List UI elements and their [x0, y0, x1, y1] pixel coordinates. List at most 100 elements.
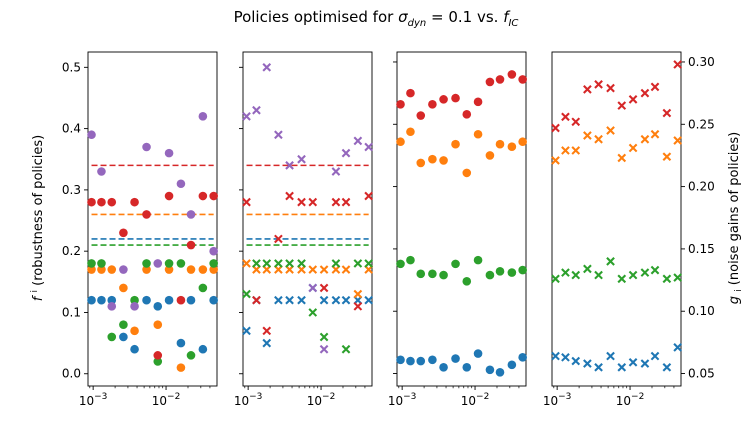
- data-point-red: [285, 191, 294, 201]
- data-point-red: [364, 191, 374, 201]
- data-point-blue: [142, 295, 151, 305]
- data-point-orange: [406, 127, 415, 137]
- title-eq: = 0.1: [426, 8, 472, 26]
- data-point-purple: [364, 142, 374, 152]
- data-point-blue: [331, 295, 341, 305]
- data-point-purple: [176, 179, 186, 189]
- data-point-red: [583, 85, 592, 94]
- data-point-blue: [571, 356, 581, 366]
- data-point-purple: [331, 167, 341, 176]
- data-point-blue: [198, 344, 208, 354]
- data-point-red: [561, 112, 570, 122]
- data-point-green: [428, 269, 437, 279]
- data-point-orange: [617, 153, 627, 163]
- data-point-purple: [107, 302, 117, 311]
- data-point-orange: [462, 168, 472, 178]
- data-point-blue: [551, 351, 560, 361]
- data-point-orange: [594, 134, 603, 144]
- data-point-green: [308, 308, 318, 317]
- data-point-purple: [341, 148, 351, 158]
- y-tick-label: 0.3: [62, 183, 81, 197]
- data-point-orange: [650, 129, 660, 139]
- data-point-green: [142, 259, 151, 268]
- data-point-purple: [274, 130, 283, 140]
- data-point-purple: [119, 265, 128, 274]
- data-point-green: [331, 259, 341, 268]
- title-mid: vs.: [472, 8, 503, 26]
- data-point-purple: [262, 62, 272, 72]
- data-point-green: [473, 255, 483, 265]
- data-point-orange: [198, 265, 208, 274]
- data-point-green: [416, 269, 426, 279]
- data-point-red: [252, 295, 261, 305]
- data-point-green: [153, 357, 163, 366]
- data-point-orange: [451, 139, 460, 149]
- data-point-red: [451, 93, 460, 103]
- title-sigma-sub: dyn: [408, 18, 427, 29]
- data-point-green: [176, 259, 186, 268]
- data-point-blue: [473, 349, 483, 358]
- chart-title: Policies optimised for σdyn = 0.1 vs. fI…: [234, 8, 519, 29]
- data-point-red: [153, 351, 163, 360]
- x-tick-label: 10−2: [461, 392, 490, 408]
- data-point-purple: [319, 344, 329, 354]
- data-point-blue: [485, 365, 495, 375]
- data-point-orange: [396, 137, 405, 147]
- data-point-blue: [594, 362, 603, 372]
- y-tick-label: 0.5: [62, 60, 81, 74]
- y-tick-label: 0.25: [688, 117, 715, 131]
- data-point-green: [274, 259, 283, 268]
- data-point-orange: [583, 131, 592, 140]
- data-point-orange: [97, 265, 106, 274]
- data-point-blue: [640, 359, 650, 368]
- data-point-red: [107, 197, 117, 207]
- data-point-blue: [617, 362, 627, 372]
- y-axis-label-left-sup: i: [30, 290, 40, 293]
- y-axis-label-right-sub: i: [734, 289, 744, 292]
- data-point-blue: [507, 360, 517, 370]
- data-point-purple: [252, 105, 261, 115]
- data-point-red: [274, 234, 283, 244]
- data-point-green: [87, 259, 96, 268]
- data-point-purple: [87, 130, 96, 140]
- data-point-green: [341, 344, 351, 354]
- data-point-blue: [673, 343, 683, 352]
- data-point-blue: [153, 302, 163, 311]
- data-point-blue: [262, 338, 272, 348]
- data-point-green: [164, 259, 174, 268]
- data-point-green: [650, 265, 660, 275]
- data-point-blue: [561, 352, 570, 362]
- y-tick-label: 0.15: [688, 242, 715, 256]
- data-point-green: [285, 259, 294, 268]
- data-point-orange: [341, 265, 351, 274]
- data-point-green: [439, 270, 448, 280]
- data-point-blue: [107, 295, 117, 305]
- title-f-sub: IC: [508, 18, 518, 29]
- data-point-blue: [462, 363, 472, 372]
- data-point-blue: [451, 354, 460, 363]
- data-point-green: [662, 274, 672, 284]
- data-point-orange: [308, 265, 318, 274]
- data-point-green: [495, 267, 505, 276]
- data-point-orange: [561, 146, 570, 155]
- data-point-green: [628, 270, 638, 280]
- data-point-purple: [142, 142, 151, 152]
- data-point-red: [198, 191, 208, 201]
- data-point-red: [319, 283, 329, 293]
- data-point-purple: [130, 302, 139, 311]
- data-point-red: [353, 301, 363, 311]
- data-point-green: [462, 277, 472, 286]
- data-point-orange: [142, 265, 151, 274]
- x-tick-label: 10−3: [234, 392, 263, 408]
- data-point-blue: [428, 355, 437, 365]
- data-point-purple: [153, 259, 163, 268]
- data-point-orange: [428, 154, 437, 164]
- data-point-blue: [297, 295, 306, 305]
- data-point-green: [561, 268, 570, 277]
- data-point-blue: [518, 353, 527, 362]
- data-point-blue: [119, 332, 128, 342]
- y-tick-label: 0.05: [688, 367, 715, 381]
- data-point-orange: [353, 289, 363, 299]
- data-point-orange: [518, 137, 527, 147]
- data-point-green: [451, 259, 460, 269]
